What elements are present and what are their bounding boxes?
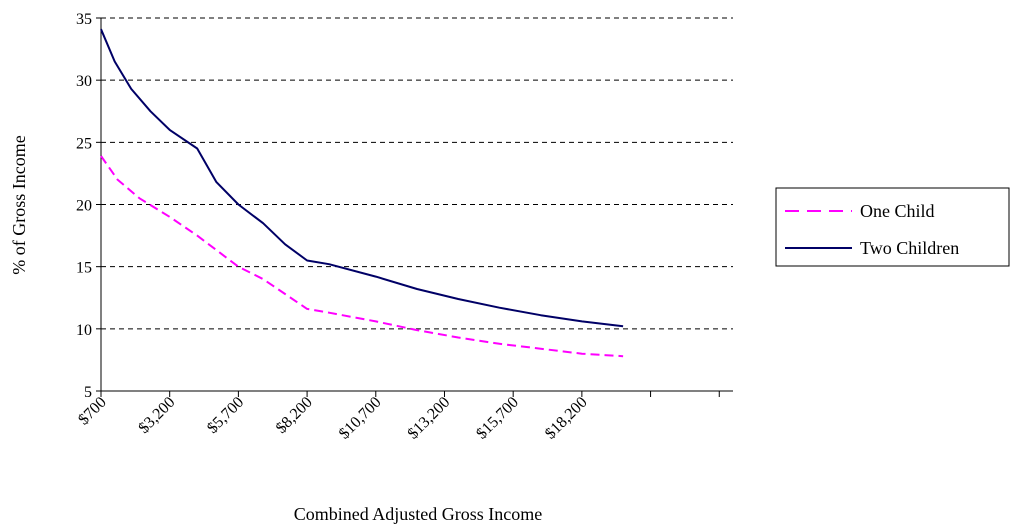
x-tick-label: $700: [75, 394, 110, 429]
legend-box: [775, 187, 1010, 267]
y-axis-title: % of Gross Income: [9, 135, 29, 274]
y-tick-label: 35: [76, 11, 92, 28]
legend-label-one-child: One Child: [860, 201, 935, 221]
x-axis-title: Combined Adjusted Gross Income: [294, 504, 542, 524]
legend-label-two-children: Two Children: [860, 238, 959, 258]
series-line-one-child: [100, 155, 624, 358]
x-tick-label: $18,200: [542, 394, 591, 443]
x-tick-label: $5,700: [204, 394, 247, 437]
series-line-two-children: [100, 28, 624, 328]
legend: One Child Two Children: [775, 187, 1010, 267]
grid-lines: [101, 17, 733, 330]
y-tick-label: 20: [76, 198, 92, 215]
y-axis-ticks: 5 10 15 20 25 30 35: [76, 11, 101, 401]
x-tick-label: $13,200: [405, 394, 454, 443]
y-tick-label: 15: [76, 260, 92, 277]
x-tick-label: $3,200: [135, 394, 178, 437]
x-tick-label: $15,700: [473, 394, 522, 443]
y-tick-label: 5: [84, 384, 92, 401]
y-tick-label: 10: [76, 322, 92, 339]
y-tick-label: 25: [76, 135, 92, 152]
x-tick-label: $8,200: [273, 394, 316, 437]
x-axis-ticks: $700 $3,200 $5,700 $8,200 $10,700 $13,200 $15,…: [75, 391, 720, 443]
x-tick-label: $10,700: [336, 394, 385, 443]
y-tick-label: 30: [76, 73, 92, 90]
series-lines: [100, 28, 624, 358]
